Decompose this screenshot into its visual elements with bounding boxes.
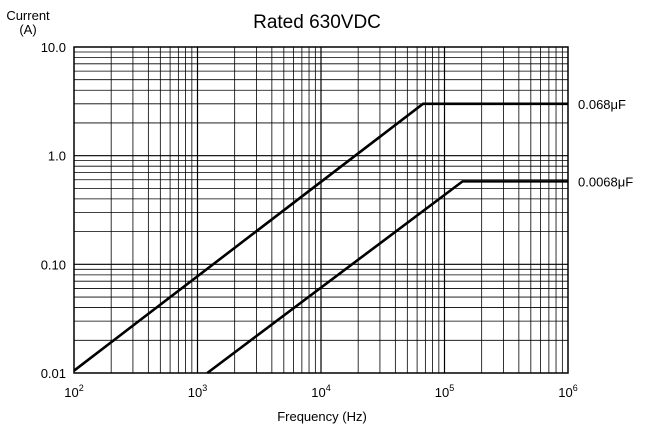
x-tick-label: 102 [64, 383, 83, 400]
y-tick-label: 1.0 [48, 149, 66, 164]
series-label-1: 0.068μF [578, 97, 626, 112]
series-line-1 [73, 102, 568, 372]
x-tick-label: 103 [188, 383, 207, 400]
y-tick-labels: 0.01 0.10 1.0 10.0 [41, 40, 66, 381]
x-tick-labels: 102 103 104 105 106 [64, 383, 577, 400]
y-axis-unit: (A) [19, 22, 36, 37]
series-label-2: 0.0068μF [578, 174, 633, 189]
x-axis-label: Frequency (Hz) [277, 409, 367, 424]
plot-frame [73, 46, 569, 374]
series-labels: 0.068μF 0.0068μF [578, 97, 633, 190]
y-axis-label: Current [6, 8, 50, 23]
chart-title: Rated 630VDC [253, 12, 381, 33]
x-tick-label: 104 [311, 383, 330, 400]
chart-grid [74, 47, 568, 373]
series-line-2 [206, 180, 568, 375]
y-tick-label: 0.01 [41, 366, 66, 381]
series-lines [73, 102, 568, 375]
x-tick-label: 106 [558, 383, 577, 400]
y-tick-label: 10.0 [41, 40, 66, 55]
x-tick-label: 105 [435, 383, 454, 400]
y-tick-label: 0.10 [41, 257, 66, 272]
